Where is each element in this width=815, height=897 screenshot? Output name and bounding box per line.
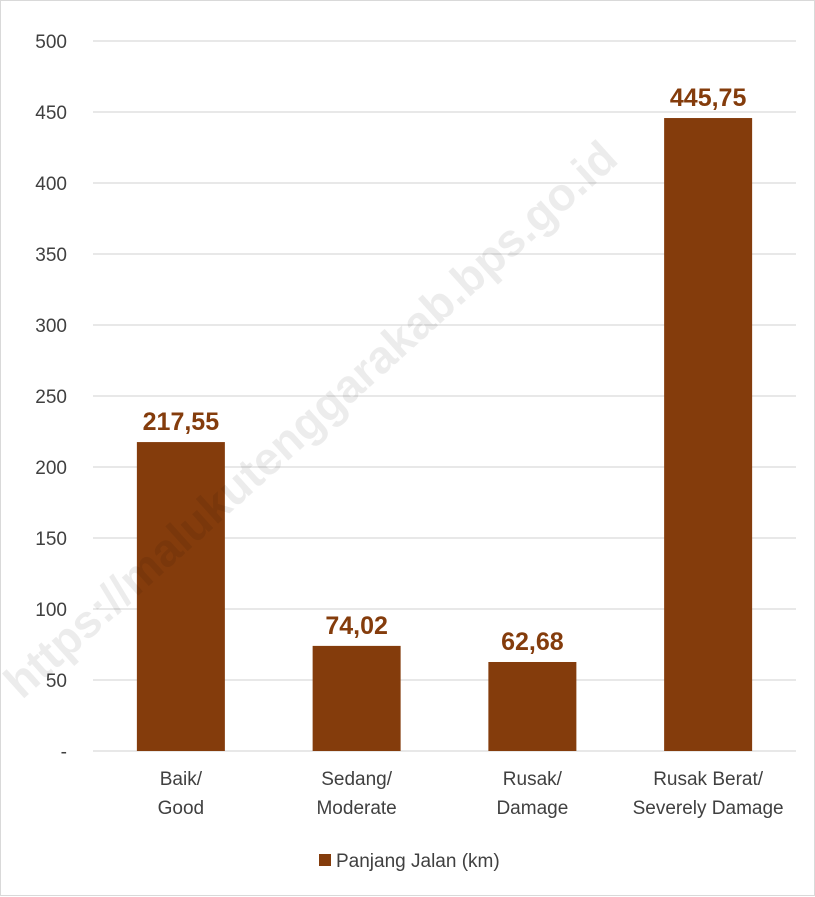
watermark-text: https://malukutenggarakab.bps.go.id	[1, 130, 627, 707]
x-category-label: Damage	[496, 798, 568, 819]
bars	[136, 118, 753, 751]
x-category-label: Severely Damage	[633, 798, 784, 819]
data-label: 74,02	[325, 612, 388, 640]
data-label: 217,55	[143, 408, 220, 436]
y-tick-label: 350	[35, 245, 67, 266]
x-category-label: Moderate	[316, 798, 396, 819]
legend: Panjang Jalan (km)	[319, 851, 500, 872]
x-axis-category-labels: Baik/Good Sedang/Moderate Rusak/Damage Rusa…	[158, 769, 784, 819]
bar	[136, 442, 225, 751]
y-tick-label: 100	[35, 600, 67, 621]
data-labels: 217,55 74,02 62,68 445,75	[143, 84, 747, 656]
y-tick-label: 50	[46, 671, 67, 692]
x-category-label: Baik/	[160, 769, 203, 790]
y-axis-tick-labels: - 50 100 150 200 250 300 350 400 450 500	[35, 32, 67, 763]
x-category-label: Rusak/	[503, 769, 563, 790]
y-tick-label: -	[61, 742, 67, 763]
y-tick-label: 450	[35, 103, 67, 124]
bar	[488, 661, 577, 751]
y-tick-label: 200	[35, 458, 67, 479]
legend-swatch	[319, 854, 331, 866]
y-tick-label: 300	[35, 316, 67, 337]
y-tick-label: 250	[35, 387, 67, 408]
y-tick-label: 500	[35, 32, 67, 53]
data-label: 62,68	[501, 628, 564, 656]
y-tick-label: 400	[35, 174, 67, 195]
bar	[312, 645, 401, 751]
legend-label: Panjang Jalan (km)	[336, 851, 500, 872]
bar	[664, 118, 753, 751]
x-category-label: Rusak Berat/	[653, 769, 764, 790]
x-category-label: Sedang/	[321, 769, 393, 790]
data-label: 445,75	[670, 84, 747, 112]
x-category-label: Good	[158, 798, 204, 819]
y-tick-label: 150	[35, 529, 67, 550]
